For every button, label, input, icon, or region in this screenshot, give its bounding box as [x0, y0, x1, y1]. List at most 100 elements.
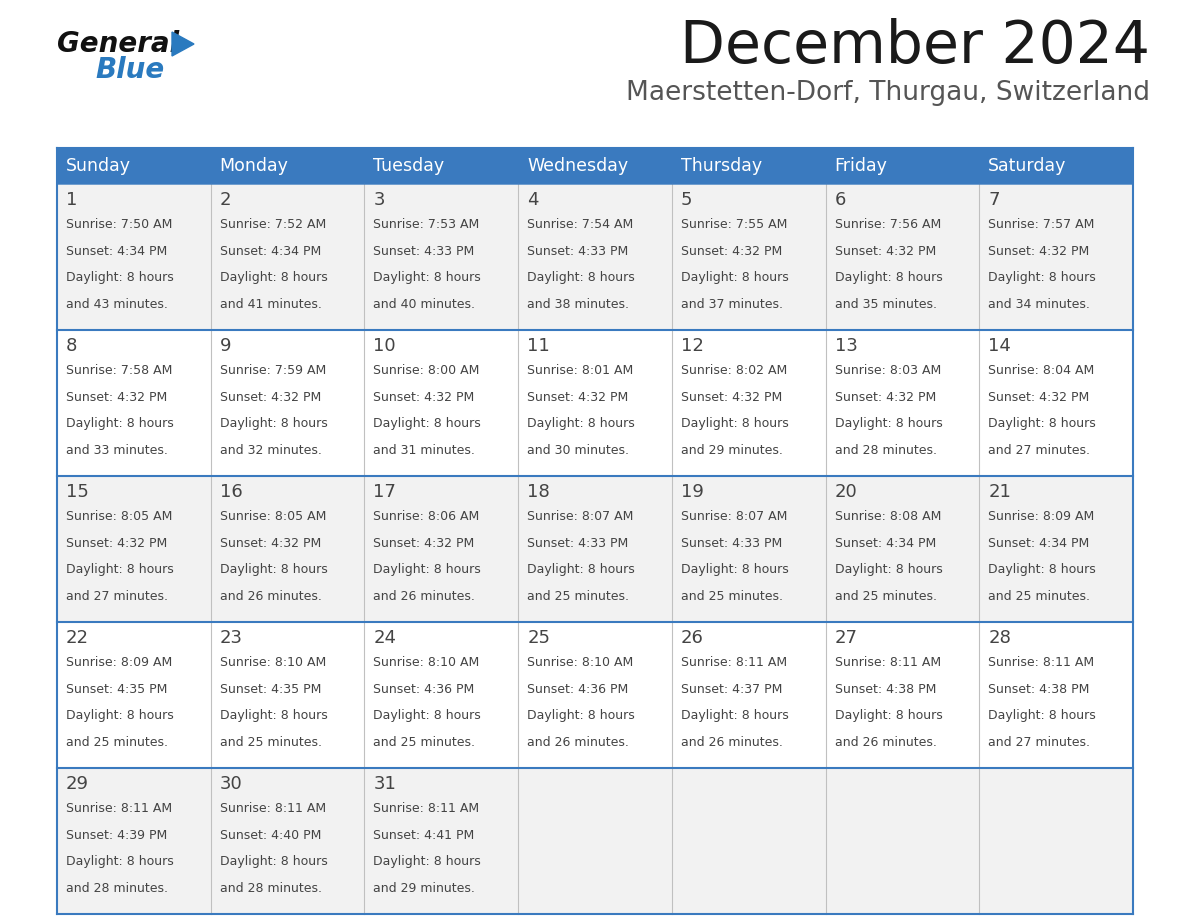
Text: 11: 11: [527, 337, 550, 355]
Text: 3: 3: [373, 191, 385, 209]
Bar: [979, 330, 1133, 476]
Text: and 25 minutes.: and 25 minutes.: [988, 590, 1091, 603]
Bar: [518, 476, 672, 622]
Text: Sunrise: 8:11 AM: Sunrise: 8:11 AM: [681, 655, 786, 669]
Text: Sunrise: 8:06 AM: Sunrise: 8:06 AM: [373, 509, 480, 523]
Text: 6: 6: [835, 191, 846, 209]
Text: Daylight: 8 hours: Daylight: 8 hours: [988, 418, 1097, 431]
Text: Sunrise: 7:56 AM: Sunrise: 7:56 AM: [835, 218, 941, 230]
Text: Sunset: 4:32 PM: Sunset: 4:32 PM: [681, 245, 782, 258]
Text: 15: 15: [67, 483, 89, 501]
Text: Tuesday: Tuesday: [373, 157, 444, 175]
Bar: [826, 184, 979, 330]
Text: Sunrise: 8:07 AM: Sunrise: 8:07 AM: [527, 509, 633, 523]
Text: 10: 10: [373, 337, 396, 355]
Text: Sunset: 4:32 PM: Sunset: 4:32 PM: [988, 245, 1089, 258]
Text: 30: 30: [220, 775, 242, 793]
Text: Sunrise: 7:57 AM: Sunrise: 7:57 AM: [988, 218, 1094, 230]
Text: Daylight: 8 hours: Daylight: 8 hours: [373, 272, 481, 285]
Text: Sunrise: 7:54 AM: Sunrise: 7:54 AM: [527, 218, 633, 230]
Text: 22: 22: [67, 629, 89, 647]
Text: Sunset: 4:36 PM: Sunset: 4:36 PM: [373, 683, 475, 696]
Text: Daylight: 8 hours: Daylight: 8 hours: [988, 710, 1097, 722]
Text: and 41 minutes.: and 41 minutes.: [220, 298, 322, 311]
Text: Sunset: 4:41 PM: Sunset: 4:41 PM: [373, 829, 475, 842]
Bar: [826, 148, 979, 184]
Text: Sunrise: 8:11 AM: Sunrise: 8:11 AM: [988, 655, 1094, 669]
Bar: [365, 148, 518, 184]
Text: Daylight: 8 hours: Daylight: 8 hours: [220, 856, 328, 868]
Text: Daylight: 8 hours: Daylight: 8 hours: [835, 418, 942, 431]
Text: 19: 19: [681, 483, 703, 501]
Bar: [672, 330, 826, 476]
Bar: [210, 622, 365, 768]
Text: Daylight: 8 hours: Daylight: 8 hours: [988, 272, 1097, 285]
Text: and 26 minutes.: and 26 minutes.: [835, 736, 936, 749]
Text: Daylight: 8 hours: Daylight: 8 hours: [67, 272, 173, 285]
Text: Sunset: 4:34 PM: Sunset: 4:34 PM: [220, 245, 321, 258]
Text: and 38 minutes.: and 38 minutes.: [527, 298, 630, 311]
Bar: [518, 148, 672, 184]
Bar: [57, 148, 210, 184]
Bar: [57, 622, 210, 768]
Bar: [672, 768, 826, 914]
Text: Daylight: 8 hours: Daylight: 8 hours: [220, 418, 328, 431]
Text: 8: 8: [67, 337, 77, 355]
Text: Daylight: 8 hours: Daylight: 8 hours: [373, 564, 481, 577]
Text: Sunrise: 7:58 AM: Sunrise: 7:58 AM: [67, 364, 172, 376]
Text: 5: 5: [681, 191, 693, 209]
Text: Daylight: 8 hours: Daylight: 8 hours: [67, 710, 173, 722]
Text: Daylight: 8 hours: Daylight: 8 hours: [373, 856, 481, 868]
Text: Daylight: 8 hours: Daylight: 8 hours: [373, 710, 481, 722]
Text: Sunset: 4:32 PM: Sunset: 4:32 PM: [373, 391, 475, 404]
Text: Sunset: 4:40 PM: Sunset: 4:40 PM: [220, 829, 321, 842]
Text: Sunrise: 8:10 AM: Sunrise: 8:10 AM: [527, 655, 633, 669]
Text: and 31 minutes.: and 31 minutes.: [373, 444, 475, 457]
Text: Sunset: 4:38 PM: Sunset: 4:38 PM: [835, 683, 936, 696]
Text: Sunset: 4:35 PM: Sunset: 4:35 PM: [220, 683, 321, 696]
Text: and 25 minutes.: and 25 minutes.: [527, 590, 630, 603]
Bar: [518, 622, 672, 768]
Text: Sunset: 4:34 PM: Sunset: 4:34 PM: [835, 537, 936, 550]
Bar: [979, 622, 1133, 768]
Text: Daylight: 8 hours: Daylight: 8 hours: [67, 564, 173, 577]
Text: Daylight: 8 hours: Daylight: 8 hours: [220, 710, 328, 722]
Text: Daylight: 8 hours: Daylight: 8 hours: [527, 418, 634, 431]
Text: Sunset: 4:36 PM: Sunset: 4:36 PM: [527, 683, 628, 696]
Text: Daylight: 8 hours: Daylight: 8 hours: [681, 564, 789, 577]
Text: Sunset: 4:32 PM: Sunset: 4:32 PM: [373, 537, 475, 550]
Text: Daylight: 8 hours: Daylight: 8 hours: [220, 272, 328, 285]
Text: Sunrise: 8:10 AM: Sunrise: 8:10 AM: [373, 655, 480, 669]
Text: 26: 26: [681, 629, 703, 647]
Text: and 25 minutes.: and 25 minutes.: [835, 590, 936, 603]
Text: and 25 minutes.: and 25 minutes.: [373, 736, 475, 749]
Text: Sunset: 4:34 PM: Sunset: 4:34 PM: [988, 537, 1089, 550]
Text: and 28 minutes.: and 28 minutes.: [835, 444, 936, 457]
Text: Sunrise: 8:01 AM: Sunrise: 8:01 AM: [527, 364, 633, 376]
Text: Sunset: 4:32 PM: Sunset: 4:32 PM: [527, 391, 628, 404]
Text: and 28 minutes.: and 28 minutes.: [220, 882, 322, 895]
Text: Sunrise: 8:03 AM: Sunrise: 8:03 AM: [835, 364, 941, 376]
Text: 14: 14: [988, 337, 1011, 355]
Text: Sunset: 4:32 PM: Sunset: 4:32 PM: [681, 391, 782, 404]
Bar: [979, 768, 1133, 914]
Text: and 27 minutes.: and 27 minutes.: [67, 590, 168, 603]
Text: Sunrise: 8:04 AM: Sunrise: 8:04 AM: [988, 364, 1094, 376]
Text: December 2024: December 2024: [680, 18, 1150, 75]
Text: Daylight: 8 hours: Daylight: 8 hours: [681, 710, 789, 722]
Text: Sunset: 4:32 PM: Sunset: 4:32 PM: [988, 391, 1089, 404]
Text: Sunrise: 8:02 AM: Sunrise: 8:02 AM: [681, 364, 788, 376]
Bar: [826, 330, 979, 476]
Text: and 28 minutes.: and 28 minutes.: [67, 882, 168, 895]
Bar: [210, 184, 365, 330]
Text: Sunset: 4:32 PM: Sunset: 4:32 PM: [220, 537, 321, 550]
Bar: [672, 184, 826, 330]
Text: Sunrise: 7:50 AM: Sunrise: 7:50 AM: [67, 218, 172, 230]
Text: and 27 minutes.: and 27 minutes.: [988, 736, 1091, 749]
Text: and 26 minutes.: and 26 minutes.: [527, 736, 628, 749]
Bar: [365, 184, 518, 330]
Text: Daylight: 8 hours: Daylight: 8 hours: [835, 564, 942, 577]
Text: Daylight: 8 hours: Daylight: 8 hours: [835, 272, 942, 285]
Text: Sunset: 4:35 PM: Sunset: 4:35 PM: [67, 683, 168, 696]
Text: Blue: Blue: [95, 56, 164, 84]
